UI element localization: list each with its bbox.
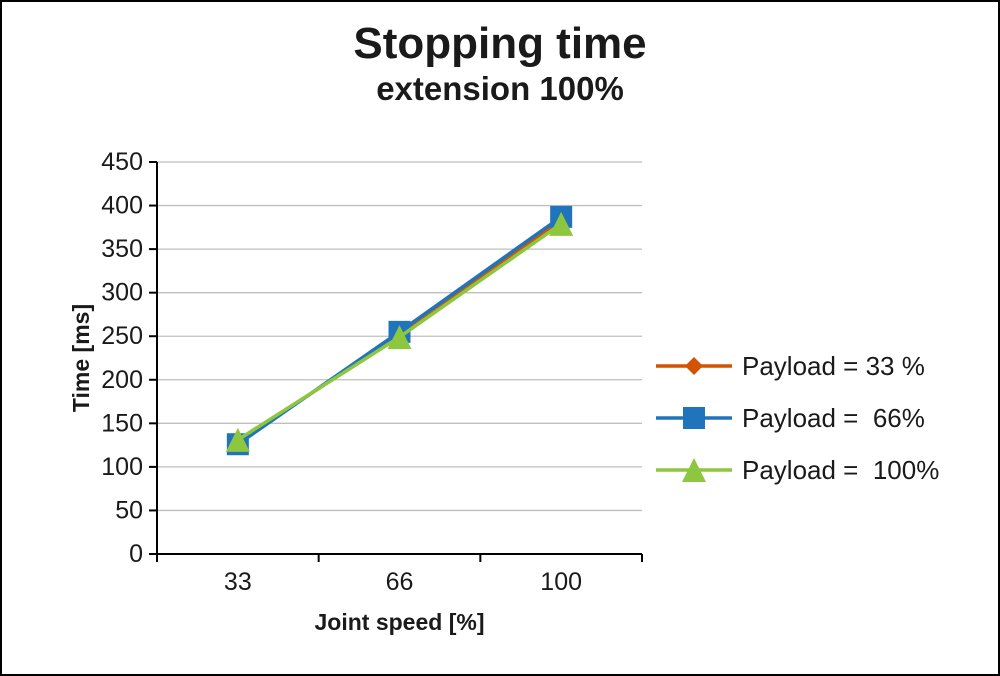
legend: Payload = 33 % Payload = 66% Payload = 1… (654, 340, 939, 496)
legend-item: Payload = 100% (654, 444, 939, 496)
chart-title: Stopping time (353, 19, 647, 68)
svg-text:66: 66 (386, 568, 414, 596)
svg-text:100: 100 (101, 453, 143, 481)
legend-label: Payload = 33 % (742, 350, 925, 381)
legend-label: Payload = 100% (742, 454, 940, 485)
svg-text:100: 100 (540, 568, 582, 596)
plot-area: 0 50 100 150 200 250 300 350 400 450 33 66 100 Time [… (68, 148, 643, 635)
legend-label: Payload = 66% (742, 402, 925, 433)
legend-item: Payload = 33 % (654, 340, 939, 392)
svg-text:300: 300 (101, 279, 143, 307)
svg-text:0: 0 (129, 540, 143, 568)
chart-subtitle: extension 100% (376, 70, 624, 108)
svg-text:150: 150 (101, 409, 143, 437)
svg-text:200: 200 (101, 366, 143, 394)
svg-text:50: 50 (115, 496, 143, 524)
legend-marker-icon (656, 357, 732, 375)
svg-text:450: 450 (101, 148, 143, 176)
svg-text:400: 400 (101, 192, 143, 220)
svg-text:250: 250 (101, 322, 143, 350)
chart-header: Stopping time extension 100% (2, 19, 998, 110)
svg-text:33: 33 (224, 568, 252, 596)
legend-marker-icon (656, 407, 732, 429)
y-axis-label: Time [ms] (68, 304, 94, 412)
legend-marker-icon (656, 458, 732, 482)
svg-text:350: 350 (101, 235, 143, 263)
x-axis-label: Joint speed [%] (315, 609, 485, 635)
legend-item: Payload = 66% (654, 392, 939, 444)
